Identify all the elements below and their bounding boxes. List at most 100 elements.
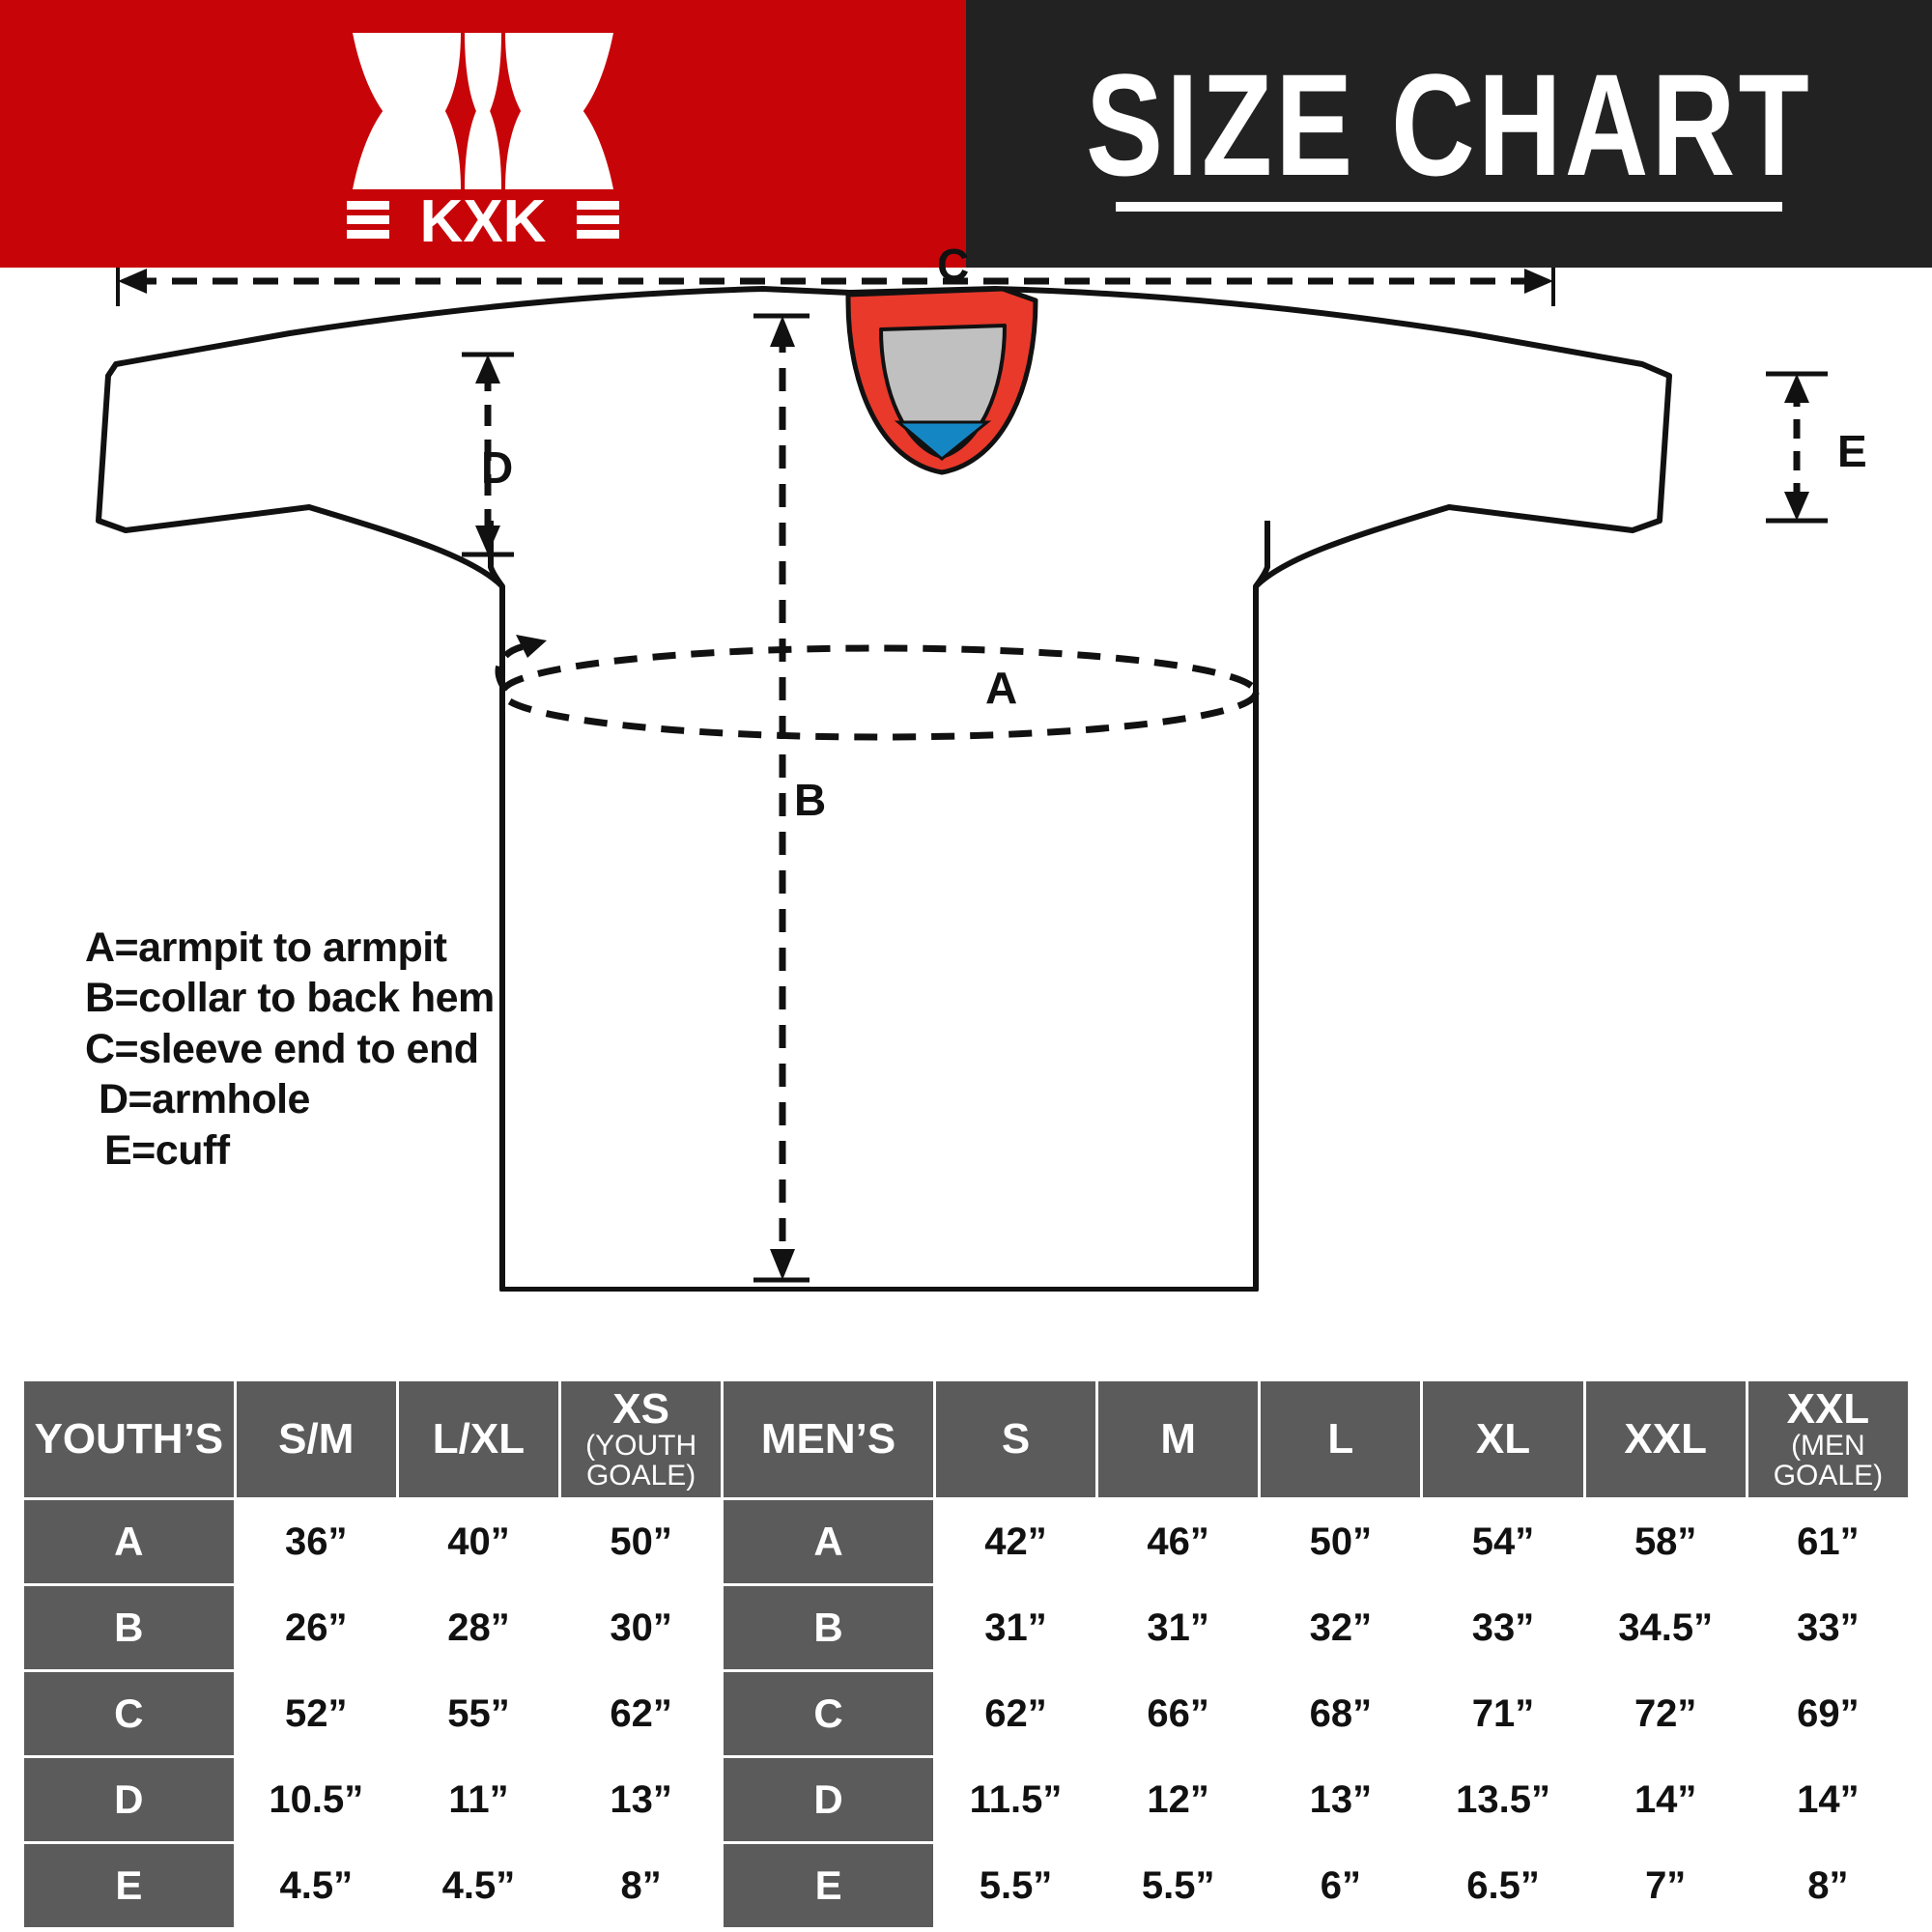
cell-youth-value: 4.5” [236, 1844, 396, 1927]
cell-men-value: 72” [1585, 1672, 1746, 1755]
cell-men-value: 46” [1098, 1500, 1259, 1583]
cell-men-value: 7” [1585, 1844, 1746, 1927]
dimension-d [462, 352, 514, 557]
header-cell-xs-youth-goalie: XS (YOUTH GOALE) [561, 1381, 722, 1497]
cell-youth-value: 36” [236, 1500, 396, 1583]
cell-men-value: 71” [1423, 1672, 1583, 1755]
header-main: YOUTH’S [34, 1415, 224, 1463]
header-cell-mens: MEN’S [724, 1381, 933, 1497]
kxk-logo-mark: KXK [347, 32, 619, 255]
cell-men-value: 6.5” [1423, 1844, 1583, 1927]
kxk-logo: KXK [343, 23, 623, 255]
row-label-men: D [724, 1758, 933, 1841]
header-main: XXL [1624, 1415, 1707, 1463]
jersey-illustration [96, 268, 1828, 1292]
cell-men-value: 13.5” [1423, 1758, 1583, 1841]
header-main: XL [1475, 1415, 1531, 1463]
dimension-label-e: E [1837, 426, 1867, 476]
table-row: E 4.5” 4.5” 8” E 5.5” 5.5” 6” 6.5” 7” 8” [24, 1844, 1908, 1927]
cell-men-value: 58” [1585, 1500, 1746, 1583]
collar-blue-accent [894, 420, 992, 461]
page-title: SIZE CHART [1086, 43, 1812, 207]
dimension-label-c: C [937, 240, 970, 290]
header-cell-xl: XL [1423, 1381, 1583, 1497]
header-cell-m: M [1098, 1381, 1259, 1497]
header-cell-sm: S/M [236, 1381, 396, 1497]
row-label-youth: E [24, 1844, 234, 1927]
row-label-men: E [724, 1844, 933, 1927]
dimension-label-a: A [985, 663, 1018, 713]
cell-youth-value: 26” [236, 1586, 396, 1669]
cell-men-value: 66” [1098, 1672, 1259, 1755]
cell-youth-value: 40” [398, 1500, 559, 1583]
header-main: XS [612, 1384, 669, 1433]
size-table: YOUTH’S S/M L/XL XS (YOUTH GOALE) MEN’S [21, 1378, 1911, 1930]
cell-men-value: 32” [1261, 1586, 1421, 1669]
page-header: KXK SIZE CHART [0, 0, 1932, 268]
jersey-collar [845, 286, 1038, 475]
header-cell-s: S [935, 1381, 1096, 1497]
dimension-e [1766, 371, 1828, 524]
cell-men-value: 68” [1261, 1672, 1421, 1755]
header-cell-xxl-men-goalie: XXL (MEN GOALE) [1747, 1381, 1908, 1497]
cell-men-value: 5.5” [1098, 1844, 1259, 1927]
measurement-legend: A=armpit to armpit B=collar to back hem … [85, 923, 495, 1176]
size-table-wrapper: YOUTH’S S/M L/XL XS (YOUTH GOALE) MEN’S [21, 1378, 1911, 1930]
legend-line-b: B=collar to back hem [85, 975, 495, 1022]
header-main: L/XL [432, 1415, 526, 1463]
cell-men-value: 13” [1261, 1758, 1421, 1841]
cell-men-value: 54” [1423, 1500, 1583, 1583]
cell-men-value: 34.5” [1585, 1586, 1746, 1669]
cell-men-value: 14” [1585, 1758, 1746, 1841]
table-header-row: YOUTH’S S/M L/XL XS (YOUTH GOALE) MEN’S [24, 1381, 1908, 1497]
legend-line-c: C=sleeve end to end [85, 1025, 479, 1072]
table-row: C 52” 55” 62” C 62” 66” 68” 71” 72” 69” [24, 1672, 1908, 1755]
row-label-men: A [724, 1500, 933, 1583]
row-label-youth: B [24, 1586, 234, 1669]
table-row: D 10.5” 11” 13” D 11.5” 12” 13” 13.5” 14… [24, 1758, 1908, 1841]
row-label-men: B [724, 1586, 933, 1669]
header-cell-xxl: XXL [1585, 1381, 1746, 1497]
cell-men-value: 42” [935, 1500, 1096, 1583]
row-label-youth: C [24, 1672, 234, 1755]
kxk-wordmark: KXK [420, 188, 547, 245]
header-main: L [1327, 1415, 1354, 1463]
title-underline [1116, 201, 1782, 212]
cell-youth-value: 55” [398, 1672, 559, 1755]
header-main: MEN’S [760, 1415, 896, 1463]
dimension-a [495, 635, 1260, 741]
table-row: B 26” 28” 30” B 31” 31” 32” 33” 34.5” 33… [24, 1586, 1908, 1669]
header-main: XXL [1786, 1384, 1870, 1433]
cell-youth-value: 10.5” [236, 1758, 396, 1841]
cell-men-value: 50” [1261, 1500, 1421, 1583]
cell-men-value: 5.5” [935, 1844, 1096, 1927]
row-label-youth: D [24, 1758, 234, 1841]
cell-youth-value: 11” [398, 1758, 559, 1841]
cell-youth-value: 4.5” [398, 1844, 559, 1927]
cell-men-value: 61” [1747, 1500, 1908, 1583]
dimension-c [116, 268, 1555, 306]
cell-men-value: 33” [1423, 1586, 1583, 1669]
cell-men-value: 69” [1747, 1672, 1908, 1755]
header-main: S/M [278, 1415, 355, 1463]
header-cell-youths: YOUTH’S [24, 1381, 234, 1497]
cell-men-value: 14” [1747, 1758, 1908, 1841]
legend-line-d: D=armhole [99, 1076, 310, 1123]
cell-men-value: 31” [935, 1586, 1096, 1669]
header-cell-l: L [1261, 1381, 1421, 1497]
row-label-men: C [724, 1672, 933, 1755]
header-main: S [1001, 1415, 1031, 1463]
cell-men-value: 12” [1098, 1758, 1259, 1841]
dimension-label-d: D [481, 442, 514, 493]
cell-men-value: 31” [1098, 1586, 1259, 1669]
cell-men-value: 11.5” [935, 1758, 1096, 1841]
cell-youth-value: 52” [236, 1672, 396, 1755]
legend-line-a: A=armpit to armpit [85, 924, 447, 971]
cell-youth-value: 30” [561, 1586, 722, 1669]
cell-men-value: 62” [935, 1672, 1096, 1755]
cell-youth-value: 62” [561, 1672, 722, 1755]
header-main: M [1160, 1415, 1196, 1463]
cell-youth-value: 8” [561, 1844, 722, 1927]
brand-panel: KXK [0, 0, 966, 268]
